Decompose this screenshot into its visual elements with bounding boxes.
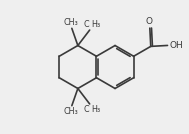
Text: CH₃: CH₃ bbox=[64, 18, 78, 27]
Text: H₃: H₃ bbox=[91, 105, 101, 114]
Text: OH: OH bbox=[170, 41, 184, 50]
Text: O: O bbox=[145, 17, 152, 26]
Text: CH₃: CH₃ bbox=[64, 107, 78, 116]
Text: C: C bbox=[84, 20, 89, 29]
Text: H₃: H₃ bbox=[91, 20, 101, 29]
Text: C: C bbox=[84, 105, 89, 114]
